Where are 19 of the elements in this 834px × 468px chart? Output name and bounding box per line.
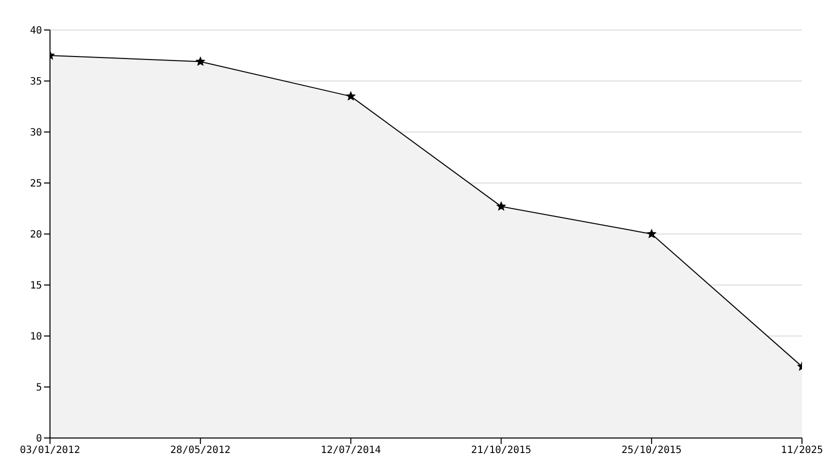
y-tick-label: 5 — [36, 382, 42, 394]
x-tick-label: 12/07/2014 — [320, 445, 381, 456]
x-tick-label: 03/01/2012 — [20, 445, 80, 456]
x-tick-label: 28/05/2012 — [170, 445, 231, 456]
y-tick-label: 40 — [30, 26, 42, 37]
y-tick-label: 10 — [30, 332, 42, 343]
x-tick-label: 25/10/2015 — [621, 445, 682, 456]
point — [647, 230, 656, 238]
y-tick-label: 20 — [30, 230, 42, 241]
y-tick-label: 25 — [30, 178, 42, 190]
y-tick-label: 30 — [30, 128, 42, 139]
point — [346, 92, 356, 100]
x-tick-label: 11/2025 — [780, 445, 824, 456]
point — [496, 202, 506, 210]
y-tick-label: 0 — [36, 434, 42, 445]
y-tick-label: 35 — [30, 76, 42, 88]
point — [196, 57, 205, 66]
x-tick-label: 21/10/2015 — [471, 445, 532, 456]
y-tick-label: 15 — [30, 280, 42, 292]
